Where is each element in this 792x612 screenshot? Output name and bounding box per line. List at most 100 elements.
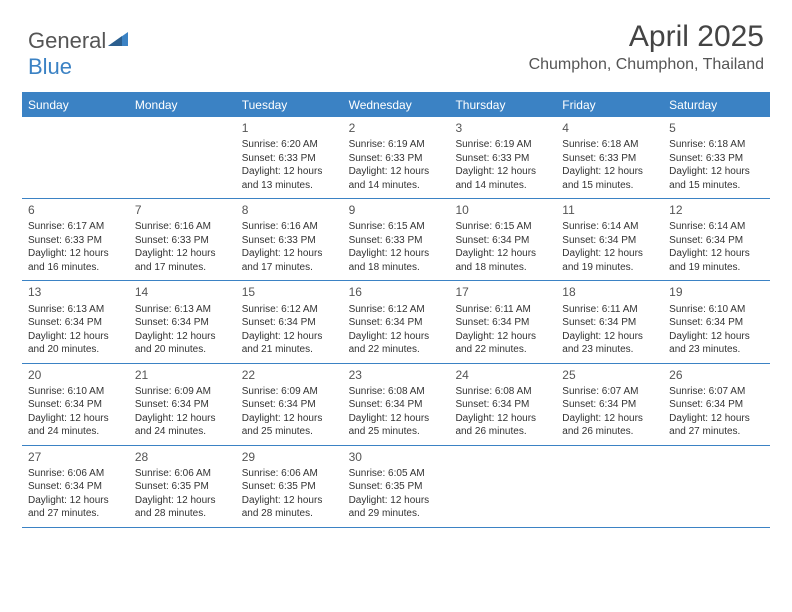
sunset-line: Sunset: 6:34 PM: [669, 234, 764, 248]
sunset-line: Sunset: 6:35 PM: [135, 480, 230, 494]
calendar-day: 20Sunrise: 6:10 AMSunset: 6:34 PMDayligh…: [22, 364, 129, 445]
sunrise-line: Sunrise: 6:19 AM: [349, 138, 444, 152]
sunset-line: Sunset: 6:35 PM: [242, 480, 337, 494]
sunset-line: Sunset: 6:33 PM: [28, 234, 123, 248]
sunrise-line: Sunrise: 6:11 AM: [455, 303, 550, 317]
calendar-day: 16Sunrise: 6:12 AMSunset: 6:34 PMDayligh…: [343, 281, 450, 362]
calendar-day: 29 Sunrise: 6:06 AMSunset: 6:35 PMDayligh…: [236, 446, 343, 527]
calendar-day: 10Sunrise: 6:15 AMSunset: 6:34 PMDayligh…: [449, 199, 556, 280]
sunset-line: Sunset: 6:34 PM: [349, 398, 444, 412]
day-number: 18: [562, 284, 657, 300]
calendar-day: 9Sunrise: 6:15 AMSunset: 6:33 PMDaylight…: [343, 199, 450, 280]
day-number: 2: [349, 120, 444, 136]
daylight-line: Daylight: 12 hours and 29 minutes.: [349, 494, 444, 521]
calendar-day: 19Sunrise: 6:10 AMSunset: 6:34 PMDayligh…: [663, 281, 770, 362]
daylight-line: Daylight: 12 hours and 27 minutes.: [669, 412, 764, 439]
calendar-day: 17Sunrise: 6:11 AMSunset: 6:34 PMDayligh…: [449, 281, 556, 362]
sunset-line: Sunset: 6:33 PM: [349, 152, 444, 166]
daylight-line: Daylight: 12 hours and 15 minutes.: [669, 165, 764, 192]
day-number: 8: [242, 202, 337, 218]
location-text: Chumphon, Chumphon, Thailand: [529, 56, 764, 74]
sunrise-line: Sunrise: 6:12 AM: [349, 303, 444, 317]
daylight-line: Daylight: 12 hours and 13 minutes.: [242, 165, 337, 192]
weekday-header: Monday: [129, 94, 236, 117]
sunset-line: Sunset: 6:33 PM: [242, 152, 337, 166]
calendar-week-row: 1Sunrise: 6:20 AMSunset: 6:33 PMDaylight…: [22, 117, 770, 199]
day-number: 28: [135, 449, 230, 465]
calendar-day: 12 Sunrise: 6:14 AMSunset: 6:34 PMDayligh…: [663, 199, 770, 280]
day-number: 12: [669, 202, 764, 218]
sunrise-line: Sunrise: 6:14 AM: [669, 220, 764, 234]
weekday-header: Friday: [556, 94, 663, 117]
calendar-day: 28Sunrise: 6:06 AMSunset: 6:35 PMDayligh…: [129, 446, 236, 527]
page-title: April 2025: [529, 20, 764, 54]
sunrise-line: Sunrise: 6:10 AM: [669, 303, 764, 317]
sunrise-line: Sunrise: 6:12 AM: [242, 303, 337, 317]
sunrise-line: Sunrise: 6:08 AM: [455, 385, 550, 399]
daylight-line: Daylight: 12 hours and 19 minutes.: [562, 247, 657, 274]
calendar-day: 30Sunrise: 6:05 AMSunset: 6:35 PMDayligh…: [343, 446, 450, 527]
calendar-day: 27Sunrise: 6:06 AMSunset: 6:34 PMDayligh…: [22, 446, 129, 527]
sunset-line: Sunset: 6:34 PM: [349, 316, 444, 330]
sunrise-line: Sunrise: 6:18 AM: [669, 138, 764, 152]
title-block: April 2025 Chumphon, Chumphon, Thailand: [529, 20, 764, 74]
daylight-line: Daylight: 12 hours and 20 minutes.: [135, 330, 230, 357]
day-number: 10: [455, 202, 550, 218]
day-number: 27: [28, 449, 123, 465]
daylight-line: Daylight: 12 hours and 28 minutes.: [242, 494, 337, 521]
sunrise-line: Sunrise: 6:14 AM: [562, 220, 657, 234]
daylight-line: Daylight: 12 hours and 18 minutes.: [455, 247, 550, 274]
logo: GeneralBlue: [28, 20, 128, 80]
sunset-line: Sunset: 6:33 PM: [135, 234, 230, 248]
calendar-day: 15Sunrise: 6:12 AMSunset: 6:34 PMDayligh…: [236, 281, 343, 362]
day-number: 6: [28, 202, 123, 218]
calendar-day-empty: [449, 446, 556, 527]
calendar-day: 24Sunrise: 6:08 AMSunset: 6:34 PMDayligh…: [449, 364, 556, 445]
daylight-line: Daylight: 12 hours and 18 minutes.: [349, 247, 444, 274]
sunrise-line: Sunrise: 6:16 AM: [135, 220, 230, 234]
day-number: 30: [349, 449, 444, 465]
sunset-line: Sunset: 6:33 PM: [669, 152, 764, 166]
daylight-line: Daylight: 12 hours and 26 minutes.: [455, 412, 550, 439]
daylight-line: Daylight: 12 hours and 25 minutes.: [242, 412, 337, 439]
sunset-line: Sunset: 6:33 PM: [455, 152, 550, 166]
sunset-line: Sunset: 6:34 PM: [562, 316, 657, 330]
daylight-line: Daylight: 12 hours and 23 minutes.: [562, 330, 657, 357]
day-number: 20: [28, 367, 123, 383]
calendar-day: 18Sunrise: 6:11 AMSunset: 6:34 PMDayligh…: [556, 281, 663, 362]
daylight-line: Daylight: 12 hours and 19 minutes.: [669, 247, 764, 274]
weekday-header: Sunday: [22, 94, 129, 117]
sunset-line: Sunset: 6:33 PM: [349, 234, 444, 248]
sunrise-line: Sunrise: 6:13 AM: [28, 303, 123, 317]
day-number: 14: [135, 284, 230, 300]
sunset-line: Sunset: 6:34 PM: [669, 316, 764, 330]
calendar-day: 2Sunrise: 6:19 AMSunset: 6:33 PMDaylight…: [343, 117, 450, 198]
sunset-line: Sunset: 6:35 PM: [349, 480, 444, 494]
day-number: 24: [455, 367, 550, 383]
day-number: 1: [242, 120, 337, 136]
sunrise-line: Sunrise: 6:06 AM: [242, 467, 337, 481]
calendar-day: 22Sunrise: 6:09 AMSunset: 6:34 PMDayligh…: [236, 364, 343, 445]
daylight-line: Daylight: 12 hours and 17 minutes.: [135, 247, 230, 274]
sunset-line: Sunset: 6:34 PM: [455, 234, 550, 248]
logo-triangle-icon: [108, 26, 128, 52]
calendar-day-empty: [22, 117, 129, 198]
daylight-line: Daylight: 12 hours and 22 minutes.: [349, 330, 444, 357]
sunset-line: Sunset: 6:34 PM: [28, 316, 123, 330]
logo-part1: General: [28, 28, 106, 53]
day-number: 21: [135, 367, 230, 383]
daylight-line: Daylight: 12 hours and 17 minutes.: [242, 247, 337, 274]
day-number: 15: [242, 284, 337, 300]
day-number: 4: [562, 120, 657, 136]
sunrise-line: Sunrise: 6:06 AM: [28, 467, 123, 481]
day-number: 23: [349, 367, 444, 383]
sunrise-line: Sunrise: 6:07 AM: [669, 385, 764, 399]
sunrise-line: Sunrise: 6:16 AM: [242, 220, 337, 234]
sunset-line: Sunset: 6:34 PM: [562, 398, 657, 412]
weekday-header: Tuesday: [236, 94, 343, 117]
day-number: 11: [562, 202, 657, 218]
day-number: 29: [242, 449, 337, 465]
daylight-line: Daylight: 12 hours and 26 minutes.: [562, 412, 657, 439]
daylight-line: Daylight: 12 hours and 28 minutes.: [135, 494, 230, 521]
daylight-line: Daylight: 12 hours and 15 minutes.: [562, 165, 657, 192]
